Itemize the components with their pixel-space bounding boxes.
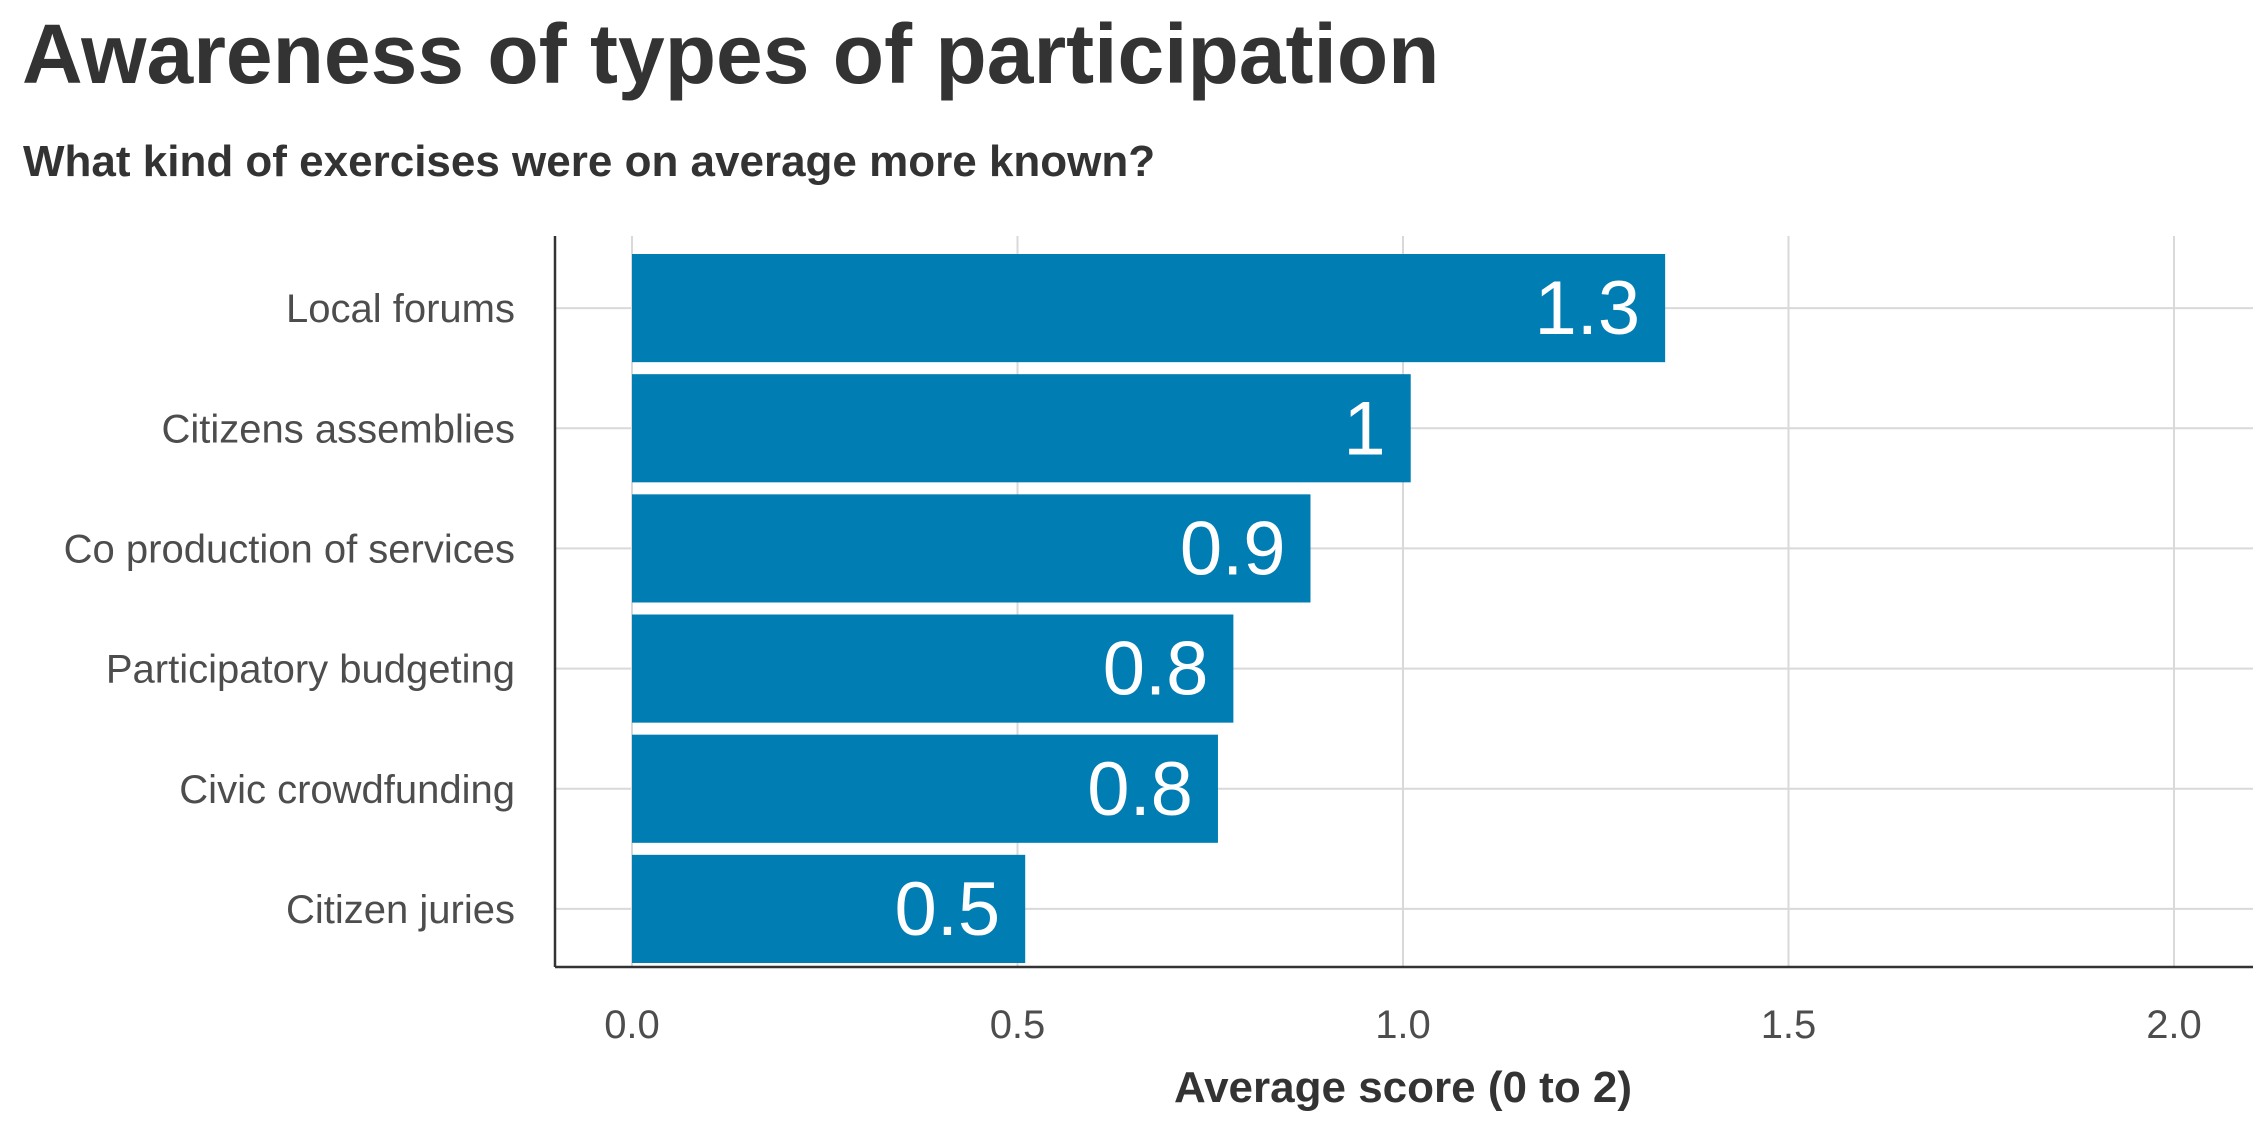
- bar-value-label: 1: [1343, 386, 1385, 471]
- bar: [632, 614, 1234, 723]
- bar-value-label: 0.5: [895, 867, 1001, 952]
- category-label: Citizen juries: [286, 888, 515, 932]
- category-label: Participatory budgeting: [106, 648, 515, 692]
- axes: [553, 236, 2253, 969]
- bar: [632, 734, 1218, 843]
- bar: [632, 254, 1666, 363]
- category-label: Civic crowdfunding: [179, 768, 515, 812]
- bar-value-label: 0.8: [1087, 747, 1193, 832]
- bars: [632, 254, 1666, 963]
- labels: 1.3 Local forums 1 Citizens assemblies 0.9 Co…: [64, 266, 2202, 1047]
- category-label: Local forums: [286, 287, 515, 331]
- category-label: Co production of services: [64, 527, 515, 571]
- category-label: Citizens assemblies: [162, 407, 515, 451]
- bar-value-label: 1.3: [1534, 266, 1640, 351]
- chart-title: Awareness of types of participation: [22, 7, 1440, 101]
- x-tick-label: 2.0: [2146, 1003, 2202, 1047]
- x-tick-label: 1.0: [1375, 1003, 1431, 1047]
- chart-subtitle: What kind of exercises were on average m…: [23, 137, 1156, 186]
- x-tick-label: 1.5: [1761, 1003, 1817, 1047]
- x-tick-label: 0.5: [990, 1003, 1046, 1047]
- bar: [632, 854, 1026, 963]
- bar-value-label: 0.8: [1103, 627, 1209, 712]
- bar: [632, 374, 1411, 483]
- x-axis-title: Average score (0 to 2): [1174, 1063, 1632, 1112]
- bar: [632, 494, 1311, 603]
- bar-value-label: 0.9: [1180, 506, 1286, 591]
- x-tick-label: 0.0: [604, 1003, 660, 1047]
